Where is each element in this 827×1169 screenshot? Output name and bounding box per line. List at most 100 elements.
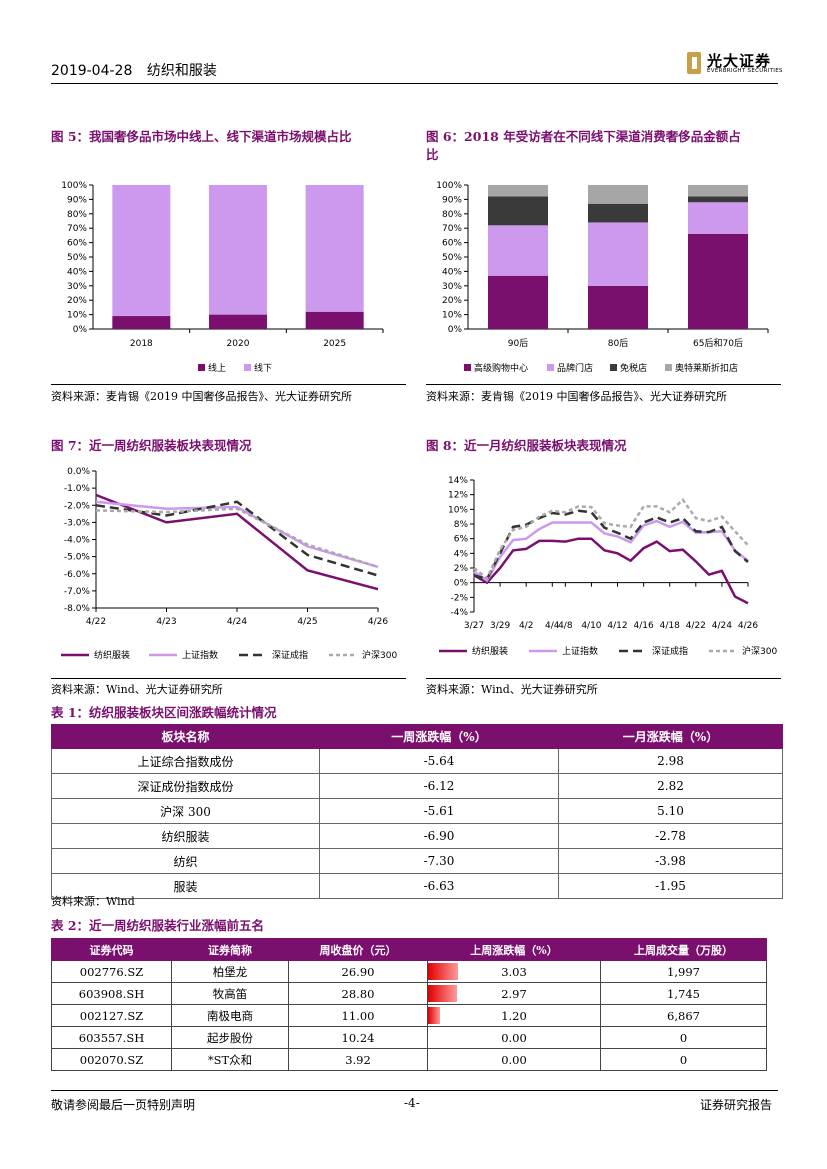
fig8-chart: 14%12%10%8%6%4%2%0%-2%-4%3/27 3/29 4/2 4/44… — [439, 476, 777, 657]
y-tick-label: 10% — [448, 505, 468, 515]
table1-col-sector: 板块名称 — [51, 724, 320, 749]
y-tick-label: 0% — [454, 579, 469, 589]
y-tick-label: 20% — [442, 296, 462, 306]
fig8-source: 资料来源：Wind、光大证券研究所 — [426, 683, 598, 696]
legend-swatch — [198, 364, 205, 371]
month-change: -1.95 — [558, 873, 783, 899]
sector-name: 纺织服装 — [51, 823, 320, 849]
series-line — [95, 500, 379, 577]
weekly-volume: 0 — [600, 1026, 767, 1049]
footer-disclaimer: 敬请参阅最后一页特别声明 — [51, 1098, 196, 1112]
week-change: -6.63 — [319, 873, 559, 899]
table2-col-code: 证券代码 — [51, 938, 172, 961]
table1-title: 表 1：纺织服装板块区间涨跌幅统计情况 — [51, 705, 277, 720]
bar-segment — [209, 185, 267, 315]
x-tick-label: 4/16 — [634, 621, 654, 631]
fig8-title: 图 8：近一月纺织服装板块表现情况 — [426, 438, 627, 453]
x-tick-label: 3/29 — [490, 621, 510, 631]
fig5-chart: 0% 10% 20% 30% 40% 50% 60% 70% 80% 90% 100% 2018 202… — [61, 181, 384, 374]
month-change: -2.78 — [558, 823, 783, 849]
legend-swatch — [547, 364, 554, 371]
bar-segment — [305, 185, 364, 312]
x-tick-label: 90后 — [508, 338, 528, 349]
fig7-plot: 0.0% -1.0% -2.0% -3.0% -4.0% -5.0% -6.0% -7.0% -… — [61, 467, 397, 661]
week-change: -5.61 — [319, 798, 559, 824]
weekly-change: 1.20 — [427, 1004, 601, 1027]
legend-swatch — [665, 364, 672, 371]
footer-report-type: 证券研究报告 — [700, 1098, 773, 1112]
legend-swatch — [244, 364, 251, 371]
weekly-volume: 0 — [600, 1048, 767, 1071]
y-tick-label: 50% — [67, 253, 87, 263]
legend-label: 上证指数 — [562, 645, 598, 657]
series-line — [473, 497, 749, 581]
change-databar — [428, 963, 458, 980]
fig8-source-divider — [426, 678, 781, 679]
legend-label: 上证指数 — [182, 649, 218, 661]
table-row: 服装 -6.63 -1.95 — [51, 873, 783, 899]
y-tick-label: -2% — [450, 593, 468, 603]
x-tick-label: 4/24 — [227, 617, 247, 627]
series-line — [473, 519, 749, 583]
bar-segment — [688, 233, 748, 329]
table-row: 上证综合指数成份 -5.64 2.98 — [51, 748, 783, 774]
bar-segment — [588, 203, 648, 223]
y-tick-label: 4% — [454, 549, 469, 559]
y-tick-label: 70% — [67, 224, 87, 234]
y-tick-label: 0% — [73, 325, 88, 335]
legend-label: 奥特莱斯折扣店 — [675, 362, 738, 374]
stock-code: 002127.SZ — [51, 1004, 172, 1027]
sector-name: 上证综合指数成份 — [51, 748, 320, 774]
y-tick-label: 10% — [67, 311, 87, 321]
y-tick-label: 12% — [448, 491, 468, 501]
fig5-source: 资料来源：麦肯锡《2019 中国奢侈品报告》、光大证券研究所 — [51, 390, 352, 403]
table1-source: 资料来源：Wind — [51, 895, 135, 908]
table2-col-change: 上周涨跌幅（%） — [427, 938, 601, 961]
bar-segment — [588, 285, 648, 329]
legend-swatch — [610, 364, 617, 371]
header-divider — [51, 83, 778, 84]
y-tick-label: -4% — [450, 608, 468, 618]
sector-name: 深证成份指数成份 — [51, 773, 320, 799]
x-tick-label: 4/12 — [607, 621, 627, 631]
weekly-volume: 1,745 — [600, 982, 767, 1005]
y-tick-label: 6% — [454, 535, 469, 545]
table-row: 深证成份指数成份 -6.12 2.82 — [51, 773, 783, 799]
y-tick-label: 0% — [448, 325, 463, 335]
x-tick-label: 4/26 — [738, 621, 758, 631]
table1-header-row: 板块名称 一周涨跌幅（%） 一月涨跌幅（%） — [51, 724, 783, 749]
table-row: 603908.SH 牧高笛 28.80 2.97 1,745 — [51, 982, 767, 1005]
month-change: 2.82 — [558, 773, 783, 799]
y-tick-label: 90% — [67, 195, 87, 205]
stock-code: 603908.SH — [51, 982, 172, 1005]
top-gainers-table: 证券代码 证券简称 周收盘价（元） 上周涨跌幅（%） 上周成交量（万股） 002… — [51, 938, 767, 1071]
stock-code: 603557.SH — [51, 1026, 172, 1049]
table2-body: 002776.SZ 柏堡龙 26.90 3.03 1,997 603908.SH 牧高笛 28… — [51, 960, 767, 1071]
table1-col-month: 一月涨跌幅（%） — [558, 724, 783, 749]
table2-col-close: 周收盘价（元） — [288, 938, 428, 961]
bar-segment — [688, 202, 748, 234]
table-row: 002127.SZ 南极电商 11.00 1.20 6,867 — [51, 1004, 767, 1027]
table1-col-week: 一周涨跌幅（%） — [319, 724, 559, 749]
y-tick-label: 100% — [436, 181, 462, 191]
weekly-volume: 6,867 — [600, 1004, 767, 1027]
y-tick-label: -8.0% — [64, 604, 91, 614]
fig6-chart: 0% 10% 20% 30% 40% 50% 60% 70% 80% 90% 100% 90后 80后 6… — [436, 181, 769, 374]
weekly-change: 2.97 — [427, 982, 601, 1005]
y-tick-label: 40% — [67, 267, 87, 277]
footer-divider — [51, 1090, 778, 1091]
bar-segment — [112, 316, 171, 329]
logo-text-en: EVERBRIGHT SECURITIES — [707, 68, 783, 74]
y-tick-label: 40% — [442, 267, 462, 277]
x-tick-label: 4/26 — [368, 617, 388, 627]
everbright-logo-notch — [692, 57, 697, 69]
stock-code: 002070.SZ — [51, 1048, 172, 1071]
y-tick-label: -7.0% — [64, 587, 91, 597]
sector-name: 沪深 300 — [51, 798, 320, 824]
x-tick-label: 4/25 — [297, 617, 317, 627]
x-tick-label: 65后和70后 — [693, 338, 743, 349]
weekly-volume: 1,997 — [600, 960, 767, 983]
y-tick-label: -2.0% — [64, 501, 91, 511]
page-number: -4- — [404, 1096, 420, 1110]
table-row: 603557.SH 起步股份 10.24 0.00 0 — [51, 1026, 767, 1049]
